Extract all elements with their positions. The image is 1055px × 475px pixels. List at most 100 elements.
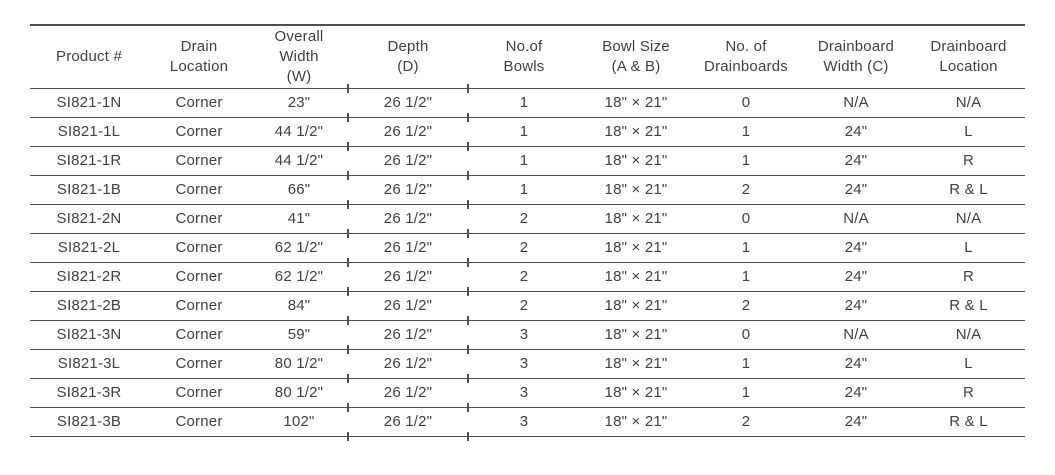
cell-depth: 26 1/2" — [347, 291, 469, 324]
cell-drainboard-width: 24" — [800, 349, 912, 379]
cell-bowl-size: 18" × 21" — [580, 117, 692, 147]
cell-drainboard-location: R — [912, 378, 1025, 408]
cell-no-of-bowls: 2 — [468, 262, 580, 292]
cell-drainboard-width: 24" — [800, 262, 912, 292]
cell-no-of-bowls: 1 — [468, 146, 580, 176]
cell-drain-location: Corner — [148, 88, 250, 118]
table-row: SI821-2B Corner 84" 26 1/2" 2 18" × 21" … — [30, 291, 1025, 324]
cell-no-of-bowls: 1 — [468, 175, 580, 205]
cell-product-number: SI821-1B — [30, 175, 148, 205]
cell-no-of-bowls: 3 — [468, 378, 580, 408]
cell-no-of-drainboards: 0 — [692, 204, 800, 234]
col-header-drainboard-location: Drainboard Location — [912, 25, 1025, 89]
cell-drainboard-width: 24" — [800, 117, 912, 147]
cell-drainboard-location: R & L — [912, 175, 1025, 205]
cell-no-of-bowls: 1 — [468, 88, 580, 118]
sink-spec-table: Product # Drain Location Overall Width (… — [30, 24, 1025, 440]
cell-drain-location: Corner — [148, 320, 250, 350]
cell-drain-location: Corner — [148, 349, 250, 379]
cell-no-of-bowls: 2 — [468, 291, 580, 321]
cell-bowl-size: 18" × 21" — [580, 291, 692, 321]
cell-product-number: SI821-2B — [30, 291, 148, 321]
cell-no-of-bowls: 3 — [468, 349, 580, 379]
cell-no-of-drainboards: 1 — [692, 349, 800, 379]
cell-overall-width: 102" — [250, 407, 348, 437]
cell-bowl-size: 18" × 21" — [580, 349, 692, 379]
col-header-depth: Depth (D) — [347, 25, 469, 92]
col-header-no-of-drainboards: No. of Drainboards — [692, 25, 800, 89]
cell-bowl-size: 18" × 21" — [580, 204, 692, 234]
cell-overall-width: 59" — [250, 320, 348, 350]
table-row: SI821-2N Corner 41" 26 1/2" 2 18" × 21" … — [30, 204, 1025, 237]
table-row: SI821-3R Corner 80 1/2" 26 1/2" 3 18" × … — [30, 378, 1025, 411]
cell-product-number: SI821-1R — [30, 146, 148, 176]
cell-drain-location: Corner — [148, 262, 250, 292]
cell-depth: 26 1/2" — [347, 233, 469, 266]
table-row: SI821-2L Corner 62 1/2" 26 1/2" 2 18" × … — [30, 233, 1025, 266]
col-header-product-number: Product # — [30, 25, 148, 89]
cell-drainboard-width: 24" — [800, 378, 912, 408]
cell-no-of-drainboards: 1 — [692, 262, 800, 292]
spec-table-body: SI821-1N Corner 23" 26 1/2" 1 18" × 21" … — [30, 88, 1025, 440]
cell-drain-location: Corner — [148, 291, 250, 321]
cell-drainboard-location: L — [912, 349, 1025, 379]
col-header-overall-width: Overall Width (W) — [250, 25, 348, 89]
cell-overall-width: 23" — [250, 88, 348, 118]
cell-no-of-drainboards: 1 — [692, 233, 800, 263]
cell-drainboard-width: 24" — [800, 233, 912, 263]
cell-product-number: SI821-2R — [30, 262, 148, 292]
cell-drainboard-width: 24" — [800, 175, 912, 205]
cell-bowl-size: 18" × 21" — [580, 175, 692, 205]
cell-overall-width: 66" — [250, 175, 348, 205]
table-row: SI821-1L Corner 44 1/2" 26 1/2" 1 18" × … — [30, 117, 1025, 150]
cell-overall-width: 80 1/2" — [250, 349, 348, 379]
cell-overall-width: 62 1/2" — [250, 262, 348, 292]
cell-depth: 26 1/2" — [347, 146, 469, 179]
cell-drain-location: Corner — [148, 175, 250, 205]
cell-depth: 26 1/2" — [347, 88, 469, 121]
table-row: SI821-1N Corner 23" 26 1/2" 1 18" × 21" … — [30, 88, 1025, 121]
cell-no-of-drainboards: 1 — [692, 117, 800, 147]
cell-depth: 26 1/2" — [347, 262, 469, 295]
cell-drainboard-width: 24" — [800, 407, 912, 437]
cell-drainboard-location: N/A — [912, 204, 1025, 234]
cell-bowl-size: 18" × 21" — [580, 407, 692, 437]
cell-drain-location: Corner — [148, 146, 250, 176]
cell-product-number: SI821-2N — [30, 204, 148, 234]
cell-no-of-bowls: 2 — [468, 204, 580, 234]
cell-overall-width: 80 1/2" — [250, 378, 348, 408]
cell-product-number: SI821-2L — [30, 233, 148, 263]
col-header-bowl-size: Bowl Size (A & B) — [580, 25, 692, 89]
cell-drainboard-location: N/A — [912, 320, 1025, 350]
cell-no-of-bowls: 3 — [468, 407, 580, 437]
cell-depth: 26 1/2" — [347, 378, 469, 411]
cell-depth: 26 1/2" — [347, 349, 469, 382]
cell-product-number: SI821-3B — [30, 407, 148, 437]
table-row: SI821-1B Corner 66" 26 1/2" 1 18" × 21" … — [30, 175, 1025, 208]
cell-overall-width: 44 1/2" — [250, 117, 348, 147]
cell-no-of-drainboards: 0 — [692, 88, 800, 118]
cell-depth: 26 1/2" — [347, 204, 469, 237]
cell-bowl-size: 18" × 21" — [580, 88, 692, 118]
cell-depth: 26 1/2" — [347, 407, 469, 440]
header-row: Product # Drain Location Overall Width (… — [30, 25, 1025, 92]
cell-product-number: SI821-1L — [30, 117, 148, 147]
table-row: SI821-3N Corner 59" 26 1/2" 3 18" × 21" … — [30, 320, 1025, 353]
cell-bowl-size: 18" × 21" — [580, 320, 692, 350]
cell-drainboard-width: 24" — [800, 291, 912, 321]
cell-no-of-bowls: 1 — [468, 117, 580, 147]
cell-depth: 26 1/2" — [347, 175, 469, 208]
cell-no-of-drainboards: 2 — [692, 175, 800, 205]
cell-overall-width: 41" — [250, 204, 348, 234]
cell-product-number: SI821-3R — [30, 378, 148, 408]
col-header-no-of-bowls: No.of Bowls — [468, 25, 580, 89]
cell-drain-location: Corner — [148, 378, 250, 408]
cell-drain-location: Corner — [148, 204, 250, 234]
cell-no-of-drainboards: 1 — [692, 378, 800, 408]
cell-drainboard-location: R — [912, 262, 1025, 292]
table-row: SI821-1R Corner 44 1/2" 26 1/2" 1 18" × … — [30, 146, 1025, 179]
cell-drain-location: Corner — [148, 117, 250, 147]
cell-no-of-drainboards: 2 — [692, 407, 800, 437]
cell-drain-location: Corner — [148, 233, 250, 263]
